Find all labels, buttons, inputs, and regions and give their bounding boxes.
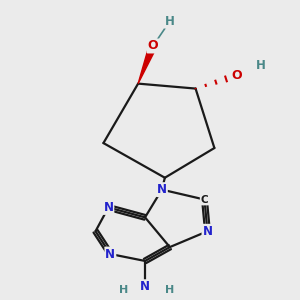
Text: H: H (165, 15, 175, 28)
Text: N: N (105, 248, 116, 260)
Text: N: N (103, 201, 113, 214)
Polygon shape (138, 45, 157, 84)
Text: O: O (148, 40, 158, 52)
Text: H: H (256, 59, 266, 72)
Text: C: C (201, 194, 208, 205)
Text: O: O (231, 69, 242, 82)
Text: N: N (140, 280, 150, 293)
Text: N: N (157, 183, 167, 196)
Text: H: H (118, 285, 128, 295)
Text: N: N (202, 225, 212, 238)
Text: H: H (165, 285, 174, 295)
